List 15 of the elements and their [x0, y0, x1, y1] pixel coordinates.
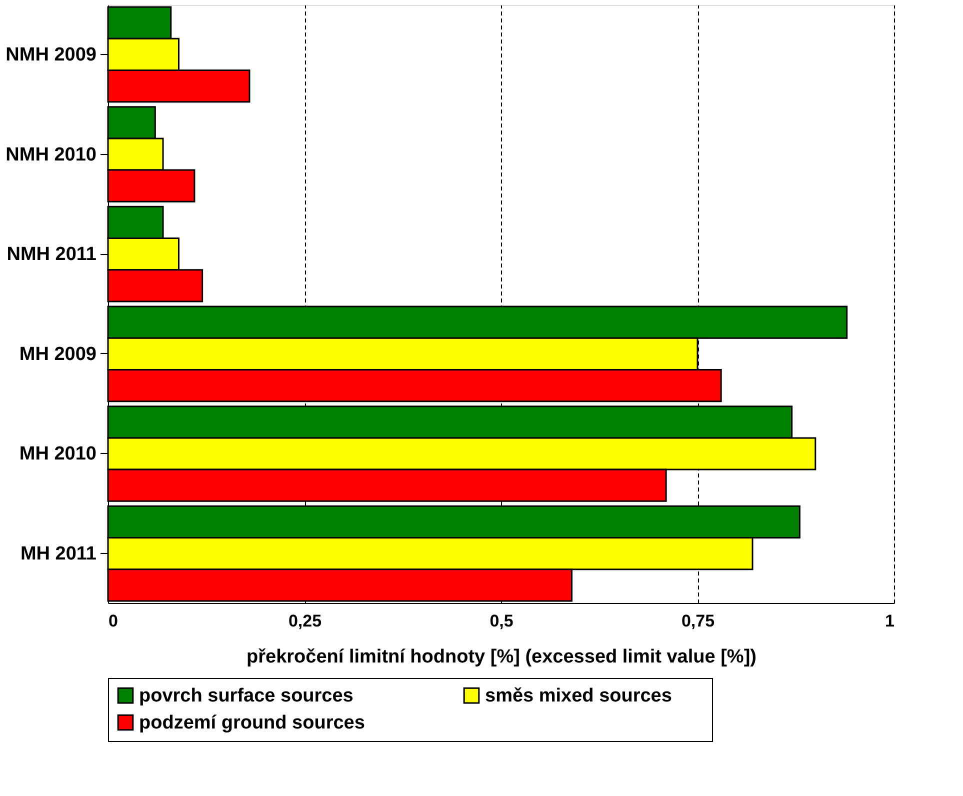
legend-label: směs mixed sources: [485, 686, 672, 707]
x-tick-label: 1: [885, 612, 894, 630]
y-tick-label: NMH 2009: [6, 44, 96, 66]
x-tick-label: 0: [108, 612, 118, 630]
y-tick-label: MH 2010: [19, 444, 96, 465]
y-tick-label: MH 2011: [20, 544, 97, 565]
legend-label: povrch surface sources: [139, 686, 354, 707]
x-axis-title: překročení limitní hodnoty [%] (excessed limit value [%]): [246, 646, 756, 668]
y-tick-label: NMH 2011: [6, 244, 97, 266]
x-tick-label: 0,5: [490, 612, 514, 630]
x-tick-label: 0,25: [288, 612, 322, 630]
y-tick-label: MH 2009: [19, 344, 96, 365]
x-tick-label: 0,75: [681, 612, 715, 630]
legend-label: podzemí ground sources: [139, 712, 365, 734]
y-tick-label: NMH 2010: [6, 144, 96, 166]
